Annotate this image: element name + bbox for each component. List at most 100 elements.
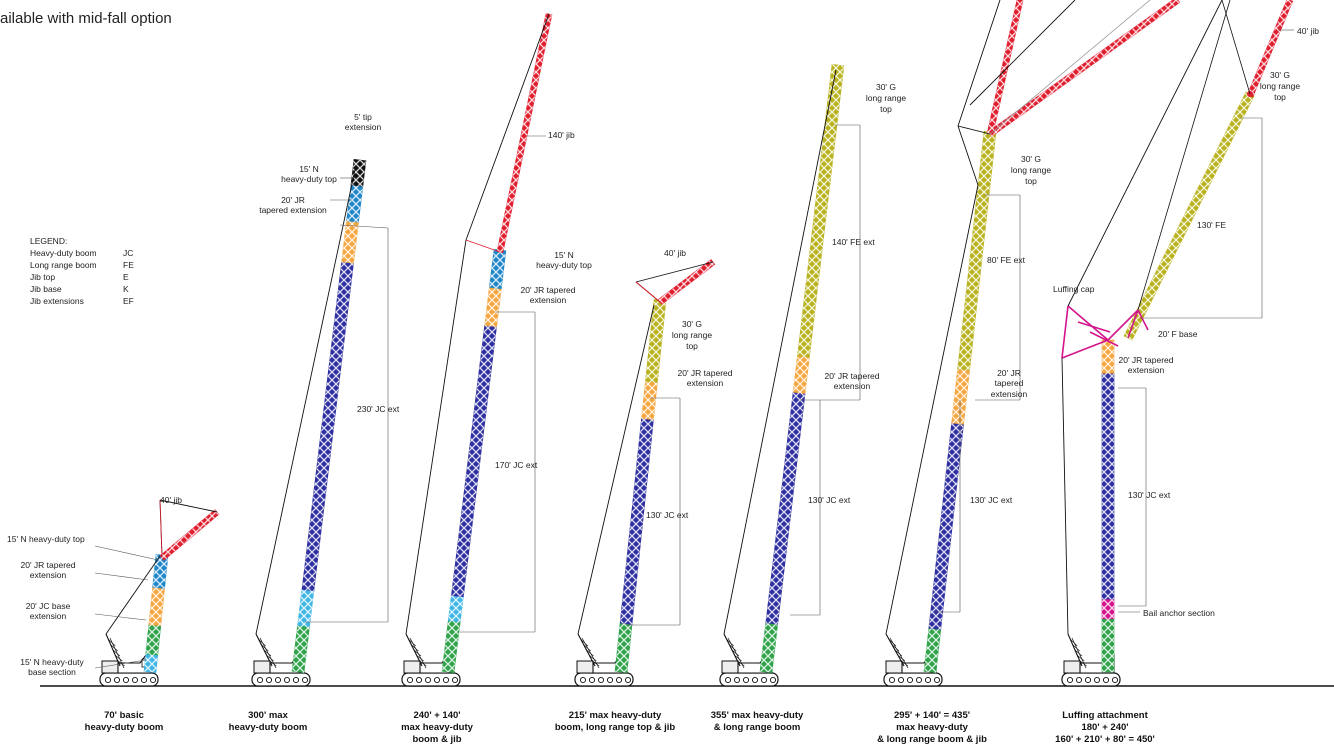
track-wheel	[1075, 676, 1083, 684]
cfg4-mast-brace	[586, 649, 594, 657]
cfg6-pendant	[885, 184, 979, 635]
label-luffing-cap: Luffing cap	[1053, 284, 1095, 294]
cfg2-mast-brace	[266, 655, 274, 662]
track-wheel	[256, 676, 264, 684]
cfg2-boom-section-5	[350, 158, 367, 187]
cfg1-boom-section-1-lattice	[145, 624, 161, 656]
cfg7-boom-section-2-lattice	[1102, 373, 1114, 599]
label-30g-2: long range	[1260, 81, 1300, 91]
cfg4-boom-section-2-lattice	[641, 381, 658, 420]
cfg3-mast-brace	[408, 639, 416, 647]
cfg4-mast-brace	[583, 644, 591, 652]
counterweight	[576, 660, 594, 674]
track-wheel	[149, 676, 157, 684]
track-wheel	[615, 676, 623, 684]
cfg1-boom-section-0	[143, 653, 159, 673]
legend-row-name: Jib base	[30, 284, 62, 294]
cfg7-boom-section-2	[1101, 372, 1115, 600]
cfg7-jib-top-lattice	[1247, 0, 1293, 98]
cfg4-boom-section-2	[641, 380, 658, 420]
track-wheel	[588, 676, 596, 684]
legend-row-name: Heavy-duty boom	[30, 248, 97, 258]
label-15n-top-2: heavy-duty top	[281, 174, 337, 184]
cfg3-mast-brace	[413, 649, 422, 657]
label-15n-top: 15' N heavy-duty top	[7, 534, 85, 544]
config-caption: heavy-duty boom	[229, 722, 308, 733]
track-wheel	[140, 676, 148, 684]
legend-row-code: FE	[123, 260, 134, 270]
track-wheel	[104, 676, 112, 684]
cfg7-pendant	[1061, 357, 1069, 635]
cfg3-jib-stay	[465, 13, 550, 241]
config-caption: max heavy-duty	[896, 722, 969, 733]
label-20jr-2: extension	[834, 381, 871, 391]
cfg6-stay-a	[969, 0, 1076, 106]
label-15n-base-2: base section	[28, 667, 76, 677]
cfg3-boom-section-0-lattice	[442, 620, 461, 673]
track-wheel	[1066, 676, 1074, 684]
cfg7-luffing-cap-strut	[1061, 305, 1069, 359]
label-40-jib: 40' jib	[664, 248, 686, 258]
cfg2-mast-brace	[261, 644, 269, 652]
label-20jr: 20' JR	[997, 368, 1021, 378]
cfg7-luffing-jib-lattice	[1123, 91, 1255, 341]
track-wheel	[301, 676, 309, 684]
track-wheel	[915, 676, 923, 684]
cfg5-mast-brace	[731, 649, 740, 657]
track-wheel	[442, 676, 450, 684]
track-wheel	[769, 676, 777, 684]
track-wheel	[733, 676, 741, 684]
label-20jr-tapered-2: extension	[30, 570, 67, 580]
cfg7-luffing-cap-strut	[1127, 309, 1139, 339]
counterweight	[403, 660, 421, 674]
config-caption: heavy-duty boom	[85, 722, 164, 733]
label-15n-top: 15' N	[299, 164, 319, 174]
track-wheel	[924, 676, 932, 684]
cfg3-boom-section-1-lattice	[448, 595, 464, 623]
cfg5-boom-section-3-lattice	[797, 100, 840, 358]
cfg3-boom-section-4	[489, 248, 507, 290]
label-20jr: 20' JR tapered	[677, 368, 732, 378]
cfg4-mast-brace	[580, 639, 589, 647]
cfg7-boom-section-0	[1101, 618, 1115, 673]
cfg6-boom-section-3-lattice	[957, 185, 990, 371]
cfg2-mast-brace	[258, 639, 266, 647]
track-wheel	[897, 676, 905, 684]
cfg1-boom-section-3	[152, 554, 169, 589]
cfg2-boom-section-3-lattice	[341, 220, 359, 264]
cfg3-jib-backstay	[465, 239, 501, 253]
cfg5-boom-section-1-lattice	[765, 392, 806, 625]
config-caption: max heavy-duty	[401, 722, 474, 733]
label-40-jib: 40' jib	[1297, 26, 1319, 36]
cfg5-pendant	[723, 69, 837, 635]
config-caption: 295' + 140' = 435'	[894, 710, 970, 721]
label-30g-2: long range	[866, 93, 906, 103]
cfg7-boom-section-1-lattice	[1102, 598, 1114, 619]
label-130-jc: 130' JC ext	[808, 495, 851, 505]
legend-row-name: Long range boom	[30, 260, 97, 270]
counterweight	[101, 660, 119, 674]
label-30g: 30' G	[876, 82, 896, 92]
cfg5-mast-brace	[729, 644, 737, 652]
label-170-jc: 170' JC ext	[495, 460, 538, 470]
label-30g: 30' G	[682, 319, 702, 329]
cfg3-boom-section-3	[484, 286, 502, 328]
track-wheel	[933, 676, 941, 684]
config-caption: boom & jib	[412, 734, 461, 745]
label-20jr: 20' JR tapered	[520, 285, 575, 295]
cfg1-mast-brace	[108, 639, 116, 647]
track-wheel	[292, 676, 300, 684]
label-130-jc: 130' JC ext	[1128, 490, 1171, 500]
cfg6-jib-b-lattice	[987, 0, 1023, 135]
cfg3-boom-section-1	[447, 594, 464, 623]
label-20jr-2: extension	[530, 295, 567, 305]
cfg7-luff-stay-b	[1137, 0, 1231, 311]
cfg7-jib-stay	[1221, 0, 1251, 95]
cfg6-mast-brace	[888, 639, 897, 647]
config-6-labels: 30' G long range top 80' FE ext 20' JR t…	[877, 154, 1051, 745]
cfg6-strut-a	[957, 125, 979, 186]
label-15n-top-2: heavy-duty top	[536, 260, 592, 270]
track-wheel	[433, 676, 441, 684]
cfg1-boom-section-2-lattice	[148, 587, 165, 626]
track-wheel	[265, 676, 273, 684]
